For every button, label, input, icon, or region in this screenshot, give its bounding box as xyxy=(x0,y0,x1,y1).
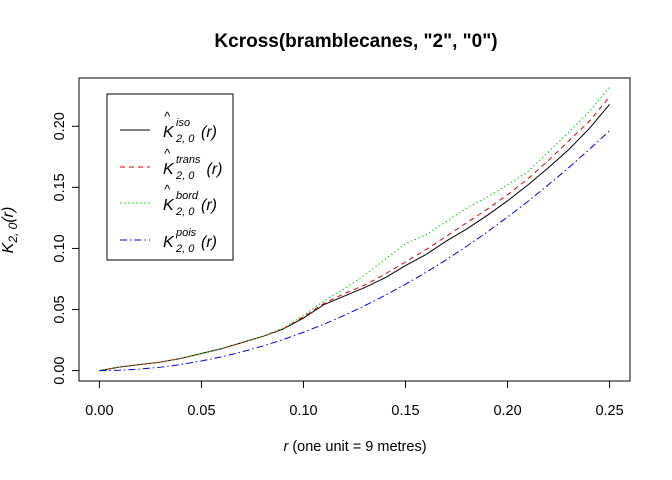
legend-hat: ^ xyxy=(164,109,171,124)
legend-label-sup: trans xyxy=(176,154,201,166)
series-line-pois xyxy=(99,130,610,372)
series-line-iso xyxy=(99,103,610,372)
y-tick-label: 0.15 xyxy=(52,173,68,201)
x-tick-label: 0.20 xyxy=(493,403,521,419)
y-tick-label: 0.20 xyxy=(52,112,68,140)
legend-label-base: K xyxy=(163,197,175,214)
x-tick-label: 0.05 xyxy=(187,403,215,419)
y-axis-label-base: K xyxy=(0,241,17,253)
legend-label-arg: (r) xyxy=(201,197,217,214)
legend-label-base: K xyxy=(163,161,175,178)
legend-label-sub: 2, 0 xyxy=(175,243,195,255)
y-axis: 0.00 0.05 0.10 0.15 0.20 xyxy=(52,112,80,385)
x-axis-label-var: r xyxy=(283,439,289,455)
chart-title: Kcross(bramblecanes, "2", "0") xyxy=(214,31,497,52)
legend-label-sup: bord xyxy=(176,190,199,202)
legend-label-arg: (r) xyxy=(201,234,217,251)
x-tick-label: 0.25 xyxy=(595,403,623,419)
legend-box xyxy=(106,93,234,261)
y-axis-label-arg: (r) xyxy=(0,207,17,223)
y-tick-label: 0.00 xyxy=(52,356,68,384)
legend-hat: ^ xyxy=(164,146,171,161)
legend-label-sub: 2, 0 xyxy=(175,133,195,145)
series-layer xyxy=(99,86,610,372)
x-axis: 0.00 0.05 0.10 0.15 0.20 0.25 xyxy=(85,380,624,419)
y-tick-label: 0.05 xyxy=(52,295,68,323)
legend-label-arg: (r) xyxy=(201,124,217,141)
x-tick-label: 0.15 xyxy=(391,403,419,419)
y-tick-label: 0.10 xyxy=(52,234,68,262)
series-line-trans xyxy=(99,96,610,372)
legend-label-base: K xyxy=(163,234,175,251)
legend-label-base: K xyxy=(163,124,175,141)
legend-hat: ^ xyxy=(164,182,171,197)
legend-label-sup: pois xyxy=(175,227,197,239)
legend-label-sup: iso xyxy=(176,117,190,129)
x-axis-label-text: (one unit = 9 metres) xyxy=(288,439,426,455)
x-tick-label: 0.00 xyxy=(85,403,113,419)
legend-label-sub: 2, 0 xyxy=(175,170,195,182)
x-tick-label: 0.10 xyxy=(289,403,317,419)
legend-label-sub: 2, 0 xyxy=(175,206,195,218)
y-axis-label-sub: 2, 0 xyxy=(6,222,20,243)
y-axis-label: K2, 0(r) xyxy=(0,207,20,254)
legend-label-arg: (r) xyxy=(207,161,223,178)
series-line-bord xyxy=(99,86,610,372)
x-axis-label: r (one unit = 9 metres) xyxy=(283,439,426,455)
